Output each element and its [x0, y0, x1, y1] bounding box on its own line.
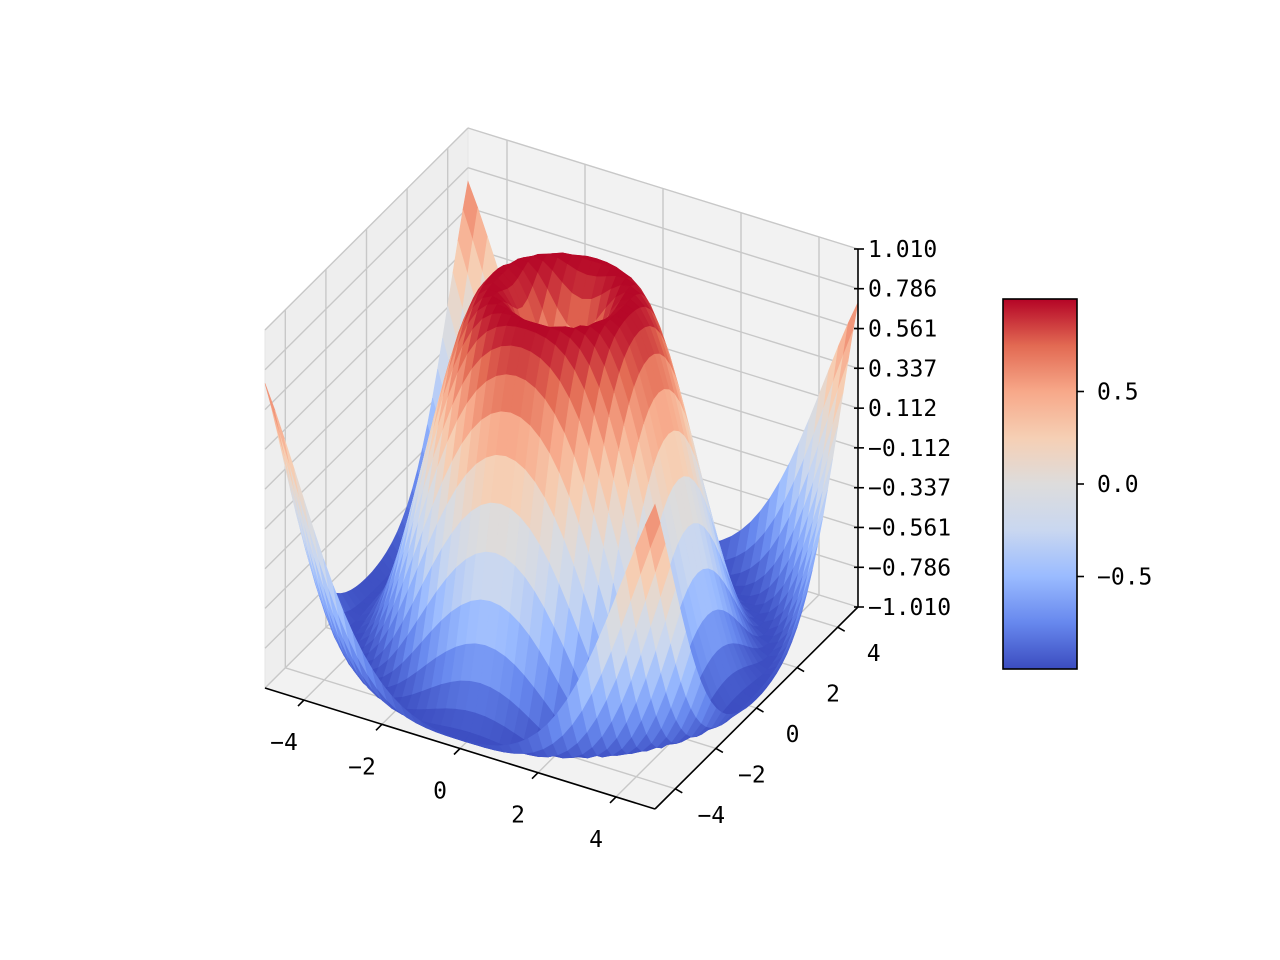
- x-tick-label: −4: [270, 730, 298, 756]
- y-axis-ticks: −4 −2 02 4: [674, 626, 881, 829]
- back-gridline-z: [467, 167, 859, 290]
- x-tick-mark: [453, 747, 461, 756]
- y-tick-mark: [674, 788, 683, 794]
- x-axis-ticks: −4 −2 0 2 4: [270, 699, 617, 853]
- x-tick-mark: [531, 772, 539, 780]
- colorbar-tick-label: 0.0: [1097, 472, 1139, 498]
- colorbar-tick-label: 0.5: [1097, 380, 1139, 406]
- surface-facet: [644, 503, 661, 549]
- z-tick-label: −0.786: [868, 555, 951, 581]
- x-tick-label: 2: [511, 803, 525, 829]
- z-tick-label: −0.561: [868, 515, 951, 541]
- z-axis-ticks: 1.010 0.786 0.561 0.337 0.112 −0.112 −0.337 −0.…: [854, 237, 951, 621]
- colorbar-gradient: [1002, 298, 1078, 670]
- left-gridline-z: [264, 167, 469, 371]
- z-tick-label: 0.786: [868, 277, 937, 303]
- x-tick-mark: [609, 796, 617, 804]
- x-tick-mark: [297, 699, 305, 707]
- z-tick-label: 0.112: [868, 396, 937, 422]
- z-tick-label: 0.561: [868, 317, 937, 343]
- x-tick-mark: [375, 723, 383, 731]
- y-tick-mark: [796, 666, 805, 673]
- left-gridline-z: [264, 207, 469, 411]
- z-tick-label: −0.112: [868, 436, 951, 462]
- z-tick-label: −0.337: [868, 476, 951, 502]
- colorbar: 0.5 0.0 −0.5: [1002, 298, 1152, 670]
- left-gridline-z: [264, 286, 469, 490]
- left-gridline-z: [264, 246, 469, 450]
- x-tick-label: −2: [348, 754, 376, 780]
- x-tick-label: 4: [589, 827, 603, 853]
- y-tick-mark: [837, 626, 846, 632]
- back-gridline-z: [467, 206, 859, 330]
- z-tick-label: −1.010: [868, 595, 951, 621]
- back-gridline-z: [467, 127, 859, 250]
- colorbar-tick-label: −0.5: [1097, 565, 1152, 591]
- z-tick-label: 0.337: [868, 356, 937, 382]
- y-tick-label: −4: [697, 803, 725, 829]
- x-tick-label: 0: [433, 779, 447, 805]
- surface-mesh: [264, 180, 859, 759]
- y-tick-label: 2: [826, 682, 840, 708]
- y-tick-label: −2: [738, 762, 766, 788]
- y-tick-label: 0: [786, 722, 800, 748]
- left-gridline-z: [264, 127, 469, 331]
- y-tick-mark: [715, 747, 724, 754]
- z-tick-label: 1.010: [868, 237, 937, 263]
- y-tick-label: 4: [867, 641, 881, 667]
- y-tick-mark: [756, 707, 764, 713]
